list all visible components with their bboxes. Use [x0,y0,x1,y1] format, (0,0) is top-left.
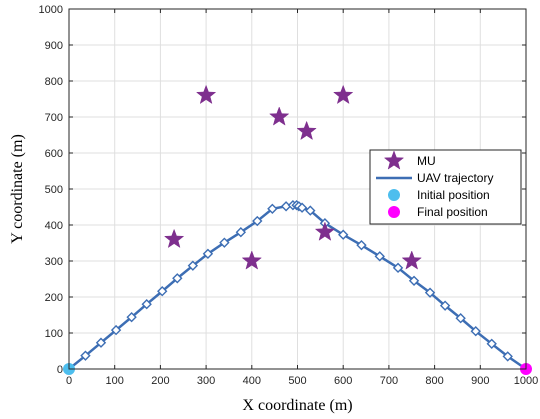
trajectory-point [455,313,466,324]
x-tick-label: 300 [197,375,215,387]
trajectory-point [392,262,404,274]
trajectory-point [408,275,420,286]
trajectory-point [219,237,230,248]
trajectory-point [356,239,367,251]
trajectory-point [470,326,481,337]
trajectory-point [126,311,137,323]
y-tick-label: 400 [45,220,63,232]
y-tick-label: 900 [45,40,63,52]
x-tick-label: 200 [151,375,169,387]
mu-star [401,250,422,270]
trajectory-point [305,205,316,216]
legend-label: Final position [417,205,488,219]
y-tick-label: 0 [57,364,63,376]
legend: MU UAV trajectory Initial position Final po… [369,149,522,225]
mu-star [296,120,317,141]
trajectory-point [252,215,263,227]
trajectory-point [141,299,152,310]
ticks: 0 100 200 300 400 500 600 700 800 900 1000 0 100 200 3… [39,4,539,387]
x-tick-label: 600 [334,375,352,387]
mu-star [241,250,262,270]
legend-label: Initial position [417,188,490,202]
x-tick-label: 500 [288,375,306,387]
trajectory-layer [63,200,532,375]
y-tick-label: 200 [45,292,63,304]
legend-mu-star-icon [383,150,405,170]
trajectory-point [110,324,122,336]
y-tick-label: 100 [45,328,63,340]
y-axis-label: Y coordinate (m) [9,134,26,244]
trajectory-point [502,351,513,362]
trajectory-point [424,287,436,298]
trajectory-point [80,350,91,361]
mu-star [333,84,354,105]
y-tick-label: 300 [45,256,63,268]
markers-layer [63,84,532,375]
legend-label: UAV trajectory [417,171,493,185]
mu-star [195,84,217,105]
y-tick-label: 500 [45,184,63,196]
x-tick-label: 0 [66,375,72,387]
trajectory-point [439,300,451,311]
y-tick-label: 800 [45,76,63,88]
mu-star [163,228,185,249]
trajectory-point [172,273,183,284]
trajectory-point [486,338,497,349]
x-tick-label: 100 [106,375,124,387]
legend-label: MU [417,154,436,168]
mu-star [269,106,290,126]
y-tick-label: 1000 [39,4,63,16]
trajectory-point [338,229,349,240]
trajectory-point [187,260,199,271]
x-tick-label: 800 [425,375,443,387]
x-tick-label: 1000 [514,375,538,387]
x-axis-label: X coordinate (m) [242,397,352,414]
x-tick-label: 700 [380,375,398,387]
x-tick-label: 900 [471,375,489,387]
mu-star [314,221,336,241]
y-tick-label: 700 [45,112,63,124]
legend-circle-icon [388,189,400,201]
trajectory-point [235,227,247,238]
y-tick-label: 600 [45,148,63,160]
trajectory-point [157,286,168,297]
legend-circle-icon [388,206,400,218]
trajectory-point [202,248,214,259]
trajectory-point [267,203,278,214]
x-tick-label: 400 [243,375,261,387]
trajectory-point [374,251,385,262]
trajectory-point [95,337,107,348]
trajectory-point [296,202,308,213]
